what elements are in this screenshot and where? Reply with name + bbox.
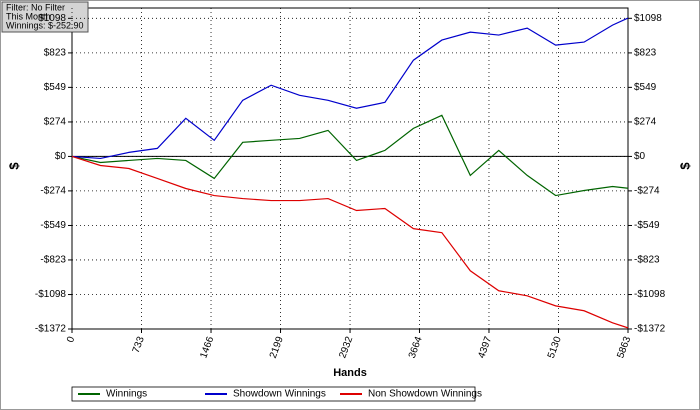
series-line: [71, 114, 629, 197]
legend-label: Winnings: [106, 389, 147, 400]
y2-tick-label: $1098: [634, 13, 662, 24]
y2-tick-label: $274: [634, 117, 657, 128]
x-axis-label: Hands: [333, 367, 367, 379]
filter-text: Filter: No Filter: [6, 2, 65, 12]
filter-text: This Month: [6, 11, 51, 21]
filter-box: [1, 1, 89, 33]
legend-box: [71, 386, 476, 402]
series-line: [71, 155, 629, 329]
filter-text: Winnings: $-252.90: [6, 20, 84, 30]
y2-tick-label: -$823: [634, 255, 660, 266]
y-tick-label: $823: [44, 48, 67, 59]
y-axis-label: $: [6, 162, 21, 170]
y2-tick-label: $823: [634, 48, 657, 59]
legend-label: Non Showdown Winnings: [368, 389, 482, 400]
y-tick-label: -$823: [40, 255, 66, 266]
y-tick-label: $0: [55, 151, 67, 162]
y2-tick-label: -$1098: [634, 289, 666, 300]
y-tick-label: -$1372: [35, 324, 67, 335]
legend-label: Showdown Winnings: [233, 389, 326, 400]
y2-tick-label: $549: [634, 82, 657, 93]
y2-tick-label: $0: [634, 151, 646, 162]
y-tick-label: -$1098: [35, 289, 67, 300]
y-tick-label: -$549: [40, 220, 66, 231]
y2-tick-label: -$1372: [634, 324, 666, 335]
y-tick-label: $549: [44, 82, 67, 93]
y2-tick-label: -$274: [634, 186, 660, 197]
y2-axis-label: $: [677, 162, 692, 170]
y-tick-label: $274: [44, 117, 67, 128]
x-tick-label: 0: [65, 335, 77, 344]
y2-tick-label: -$549: [634, 220, 660, 231]
y-tick-label: $1098: [38, 13, 66, 24]
y-tick-label: -$274: [40, 186, 66, 197]
series-line: [71, 17, 629, 160]
